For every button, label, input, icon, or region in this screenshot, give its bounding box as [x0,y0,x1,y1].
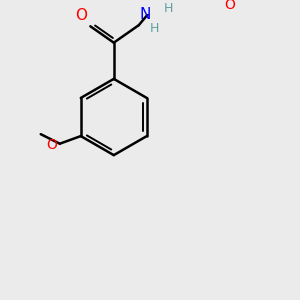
Text: H: H [164,2,173,14]
Text: N: N [140,7,151,22]
Text: O: O [224,0,235,12]
Text: O: O [76,8,88,23]
Text: O: O [46,138,57,152]
Text: H: H [150,22,160,34]
